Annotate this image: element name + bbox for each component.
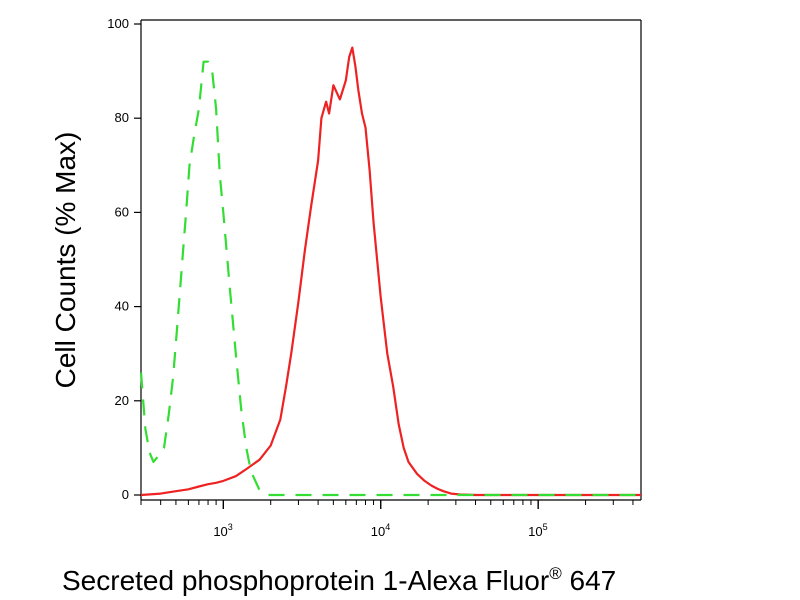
- x-tick-label: 104: [371, 522, 390, 539]
- x-tick-label-base: 10: [213, 524, 227, 539]
- isotype-control-dashed-curve: [139, 60, 641, 497]
- y-axis-title: Cell Counts (% Max): [50, 132, 81, 389]
- x-axis-ticks: 103 104 105: [140, 500, 634, 539]
- y-tick-label: 20: [115, 393, 129, 408]
- x-axis-title-main: Secreted phosphoprotein 1-Alexa Fluor: [62, 565, 549, 596]
- x-tick-label: 103: [213, 522, 232, 539]
- x-axis-title-suffix: 647: [562, 565, 617, 596]
- x-tick-label-base: 10: [371, 524, 385, 539]
- y-tick-label: 40: [115, 299, 129, 314]
- x-axis-title: Secreted phosphoprotein 1-Alexa Fluor® 6…: [62, 564, 616, 596]
- x-tick-label-exponent: 3: [228, 522, 233, 532]
- y-tick-label: 100: [107, 16, 129, 31]
- y-tick-label: 0: [122, 487, 129, 502]
- sample-histogram-curve: [140, 46, 641, 497]
- series-layer: [139, 46, 641, 497]
- y-tick-label: 60: [115, 204, 129, 219]
- x-tick-label: 105: [528, 522, 547, 539]
- x-tick-label-base: 10: [528, 524, 542, 539]
- x-tick-label-exponent: 5: [543, 522, 548, 532]
- x-tick-label-exponent: 4: [385, 522, 390, 532]
- x-axis-title-registered-mark: ®: [549, 564, 562, 583]
- plot-frame: [140, 19, 642, 501]
- y-tick-label: 80: [115, 110, 129, 125]
- y-axis-ticks: 0 20 40 60 80 100: [107, 16, 141, 502]
